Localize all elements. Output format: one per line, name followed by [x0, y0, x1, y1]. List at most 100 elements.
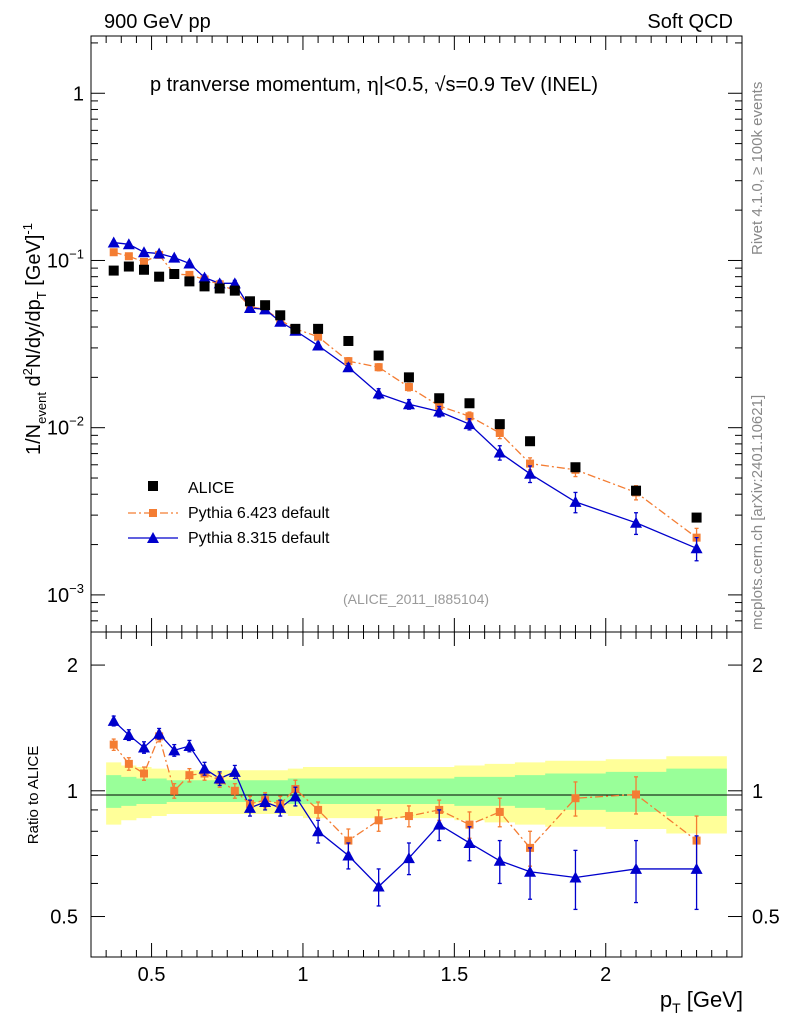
y-tick-label: 10−2: [47, 414, 84, 440]
ratio-y-label: Ratio to ALICE: [25, 746, 42, 844]
title-eta: η: [367, 72, 379, 96]
header-left: 900 GeV pp: [104, 11, 211, 33]
main-panel: p tranverse momentum, η|<0.5, √s=0.9 TeV…: [20, 35, 743, 633]
ratio-pythia6-point: [465, 820, 474, 829]
legend-entry-pythia8: Pythia 8.315 default: [128, 530, 330, 547]
alice-point: [570, 462, 581, 473]
pythia8-point: [274, 315, 287, 327]
ratio-pythia6-point: [109, 740, 118, 749]
x-label-p: p: [660, 987, 672, 1012]
ratio-pythia6-point: [344, 836, 353, 845]
alice-point: [154, 271, 165, 282]
ratio-pythia8-point: [312, 825, 325, 837]
ratio-pythia8-point: [463, 836, 476, 848]
x-label-unit: [GeV]: [681, 987, 743, 1012]
y-label-part-1: 1/N: [23, 424, 45, 455]
ratio-tick-label-right: 1: [752, 781, 763, 803]
ratio-pythia8-point: [228, 765, 241, 777]
ratio-pythia6-point: [230, 786, 239, 795]
legend-entry-pythia6: Pythia 6.423 default: [128, 505, 330, 522]
x-tick-label: 0.5: [138, 964, 166, 986]
pythia8-point: [107, 236, 120, 248]
ratio-pythia8-point: [402, 852, 415, 864]
alice-point: [373, 350, 384, 361]
ratio-pythia8-point: [183, 740, 196, 752]
ratio-ticks: 0.5 0.5 1 1 2 2: [50, 655, 780, 958]
x-axis-label: pT [GeV]: [660, 987, 743, 1016]
y-tick-label: 10−3: [47, 581, 84, 607]
alice-point: [199, 281, 210, 292]
pythia8-point: [168, 251, 181, 263]
pythia8-point: [228, 277, 241, 289]
alice-point: [214, 283, 225, 294]
ratio-pythia6-point: [124, 759, 133, 768]
x-ticks: 0.5 1 1.5 2: [90, 36, 743, 986]
alice-point: [275, 310, 286, 321]
y-tick-exp: −3: [69, 581, 84, 596]
pythia8-point: [463, 418, 476, 430]
y-label-sup-2: 2: [20, 368, 35, 375]
alice-point: [108, 265, 119, 276]
y-tick-base: 10: [47, 418, 69, 440]
y-tick-label: 10−1: [47, 246, 84, 272]
pythia6-point: [495, 428, 504, 437]
pythia6-point: [344, 357, 353, 366]
pythia8-point: [630, 516, 643, 528]
ratio-pythia8-point: [493, 854, 506, 866]
pythia8-point: [524, 467, 537, 479]
alice-point: [464, 398, 475, 409]
ratio-pythia8-point: [259, 796, 272, 808]
ratio-pythia8-point: [198, 762, 211, 774]
y-tick-label: 1: [73, 83, 84, 105]
pythia8-point: [198, 271, 211, 283]
pythia8-point: [137, 246, 150, 258]
alice-point: [229, 285, 240, 296]
legend-alice-marker: [148, 481, 158, 491]
ratio-pythia6-point: [495, 807, 504, 816]
ratio-band-green: [106, 768, 727, 817]
y-tick-base: 10: [47, 250, 69, 272]
y-tick-exp: −2: [69, 414, 84, 429]
pythia8-point: [153, 247, 166, 259]
alice-point: [434, 393, 445, 404]
ratio-pythia8-point: [524, 865, 537, 877]
alice-point: [123, 261, 134, 272]
x-tick-label: 2: [600, 964, 611, 986]
y-tick-exp: −1: [69, 246, 84, 261]
legend-pythia8-marker: [147, 532, 159, 543]
pythia8-point: [243, 301, 256, 313]
ratio-pythia8-point: [630, 862, 643, 874]
ratio-pythia8-point: [372, 880, 385, 892]
legend-entry-alice: ALICE: [148, 480, 234, 497]
legend-pythia6-label: Pythia 6.423 default: [188, 505, 330, 522]
pythia6-point: [314, 332, 323, 341]
legend-alice-label: ALICE: [188, 480, 234, 497]
title-part-3: |<0.5,: [379, 74, 435, 96]
ratio-pythia6-point: [404, 812, 413, 821]
alice-point: [290, 323, 301, 334]
alice-point: [313, 323, 324, 334]
legend: ALICE Pythia 6.423 default Pythia 8.315 …: [128, 480, 330, 547]
alice-point: [169, 269, 180, 280]
ratio-tick-label-right: 2: [752, 655, 763, 677]
pythia8-point: [122, 238, 135, 250]
alice-point: [184, 276, 195, 287]
alice-point: [244, 296, 255, 307]
legend-pythia6-marker: [149, 509, 157, 517]
y-tick-base: 10: [47, 585, 69, 607]
analysis-watermark: (ALICE_2011_I885104): [343, 591, 489, 607]
ratio-pythia8-point: [122, 729, 135, 741]
main-series: [107, 236, 703, 562]
pythia8-point: [493, 446, 506, 458]
y-label-part-3: d: [23, 375, 45, 392]
ratio-pythia6-point: [170, 786, 179, 795]
pythia8-point: [342, 361, 355, 373]
ratio-pythia6-point: [314, 805, 323, 814]
pythia8-point: [690, 542, 703, 554]
ratio-pythia8-point: [433, 818, 446, 830]
ratio-series: [107, 714, 703, 911]
ratio-pythia8-point: [107, 714, 120, 726]
ratio-tick-label-left: 0.5: [50, 907, 78, 929]
ratio-pythia8-point: [168, 744, 181, 756]
pythia6-point: [465, 412, 474, 421]
